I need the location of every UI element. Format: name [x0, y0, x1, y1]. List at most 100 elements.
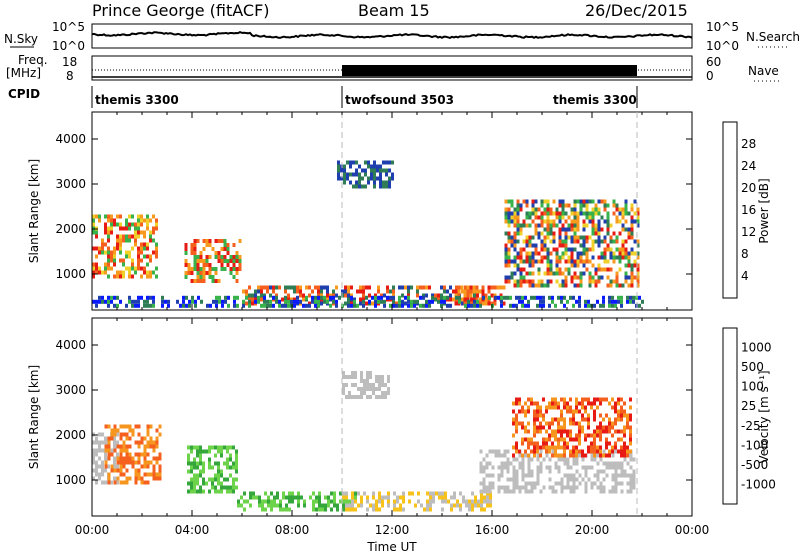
heatmap-cell [184, 247, 188, 251]
heatmap-cell [107, 299, 110, 304]
heatmap-cell [146, 464, 150, 469]
heatmap-cell [378, 495, 381, 500]
heatmap-cell [539, 453, 542, 458]
heatmap-cell [512, 433, 515, 438]
heatmap-cell [143, 464, 147, 469]
heatmap-cell [368, 285, 371, 290]
heatmap-cell [287, 285, 290, 290]
heatmap-cell [187, 457, 190, 462]
heatmap-cell [149, 440, 153, 445]
heatmap-cell [564, 227, 568, 232]
heatmap-cell [564, 231, 568, 236]
heatmap-cell [569, 477, 573, 482]
heatmap-cell [146, 274, 149, 279]
nsearch-tick-top: 10^5 [706, 20, 739, 34]
heatmap-cell [149, 258, 152, 263]
heatmap-cell [588, 235, 592, 240]
heatmap-cell [593, 481, 597, 486]
heatmap-cell [378, 507, 381, 512]
heatmap-cell [549, 251, 553, 256]
heatmap-cell [621, 215, 625, 220]
heatmap-cell [324, 503, 327, 508]
heatmap-cell [530, 489, 534, 494]
heatmap-cell [581, 401, 584, 406]
heatmap-cell [563, 473, 567, 478]
heatmap-cell [620, 429, 623, 434]
heatmap-cell [555, 279, 559, 284]
heatmap-cell [190, 461, 193, 466]
heatmap-cell [379, 180, 382, 185]
heatmap-cell [473, 299, 476, 304]
heatmap-cell [272, 289, 275, 294]
heatmap-cell [614, 473, 618, 478]
heatmap-cell [527, 461, 531, 466]
heatmap-cell [190, 477, 193, 482]
heatmap-cell [575, 453, 578, 458]
heatmap-cell [539, 299, 542, 304]
heatmap-cell [539, 465, 543, 470]
heatmap-cell [107, 246, 110, 251]
heatmap-cell [593, 433, 596, 438]
heatmap-cell [196, 255, 200, 259]
heatmap-cell [549, 279, 553, 284]
heatmap-cell [504, 199, 508, 204]
heatmap-cell [560, 457, 564, 462]
heatmap-cell [104, 448, 108, 453]
heatmap-cell [611, 477, 615, 482]
heatmap-cell [479, 461, 483, 466]
heatmap-cell [507, 223, 511, 228]
heatmap-cell [232, 465, 235, 470]
heatmap-cell [110, 254, 113, 259]
heatmap-cell [131, 460, 135, 465]
heatmap-cell [396, 499, 399, 504]
heatmap-cell [519, 247, 523, 252]
heatmap-cell [137, 254, 140, 259]
heatmap-cell [318, 499, 321, 504]
heatmap-cell [600, 239, 604, 244]
heatmap-cell [387, 391, 390, 395]
heatmap-cell [352, 172, 355, 177]
heatmap-cell [125, 476, 129, 481]
heatmap-cell [510, 259, 514, 264]
heatmap-cell [611, 445, 614, 450]
heatmap-cell [199, 449, 202, 454]
heatmap-cell [327, 495, 330, 500]
heatmap-cell [254, 297, 257, 302]
heatmap-cell [354, 499, 357, 504]
heatmap-cell [134, 238, 137, 243]
heatmap-cell [379, 184, 382, 189]
heatmap-cell [611, 295, 614, 300]
heatmap-cell [217, 469, 220, 474]
heatmap-cell [137, 460, 141, 465]
heatmap-cell [457, 285, 461, 290]
heatmap-cell [107, 303, 110, 308]
heatmap-cell [416, 293, 419, 298]
heatmap-cell [193, 263, 197, 267]
heatmap-cell [513, 247, 517, 252]
heatmap-cell [143, 480, 147, 485]
heatmap-cell [530, 481, 534, 486]
heatmap-cell [152, 238, 155, 243]
heatmap-cell [629, 429, 632, 434]
cpid-strip: CPID themis 3300 twofsound 3503 themis 330… [8, 86, 638, 108]
heatmap-cell [516, 255, 520, 260]
heatmap-cell [146, 226, 149, 231]
heatmap-cell [187, 489, 190, 494]
heatmap-cell [599, 481, 603, 486]
heatmap-cell [621, 227, 625, 232]
heatmap-cell [205, 271, 209, 275]
heatmap-cell [630, 227, 634, 232]
heatmap-cell [146, 444, 150, 449]
heatmap-cell [599, 457, 603, 462]
heatmap-cell [620, 469, 624, 474]
heatmap-cell [211, 485, 214, 490]
heatmap-cell [510, 243, 514, 248]
heatmap-cell [362, 299, 365, 304]
heatmap-cell [122, 262, 125, 267]
heatmap-cell [482, 465, 486, 470]
heatmap-cell [146, 440, 150, 445]
heatmap-cell [463, 293, 467, 298]
heatmap-cell [385, 168, 388, 173]
heatmap-cell [369, 387, 372, 391]
